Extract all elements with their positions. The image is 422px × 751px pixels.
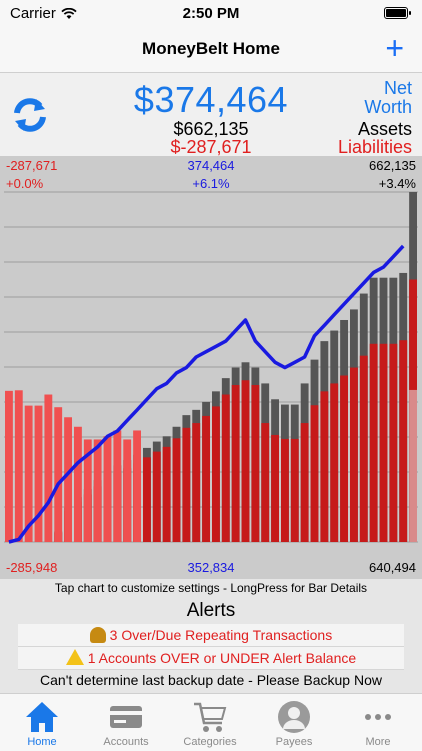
- liability-bar: [64, 417, 72, 542]
- asset-equity-bar: [350, 367, 358, 542]
- liability-bar: [5, 390, 13, 542]
- liability-bar: [123, 439, 132, 542]
- asset-equity-bar: [261, 423, 270, 542]
- page-title: MoneyBelt Home: [142, 39, 280, 58]
- tab-label: Home: [27, 736, 57, 748]
- liability-bar: [93, 439, 102, 542]
- chart-bottom-mid-value: 352,834: [187, 560, 235, 575]
- liability-bar: [14, 390, 23, 542]
- bell-icon: [89, 627, 106, 643]
- more-icon: [365, 714, 391, 720]
- liability-bar: [83, 439, 92, 542]
- liability-bar: [34, 405, 43, 542]
- chart-hint: Tap chart to customize settings - LongPr…: [54, 581, 368, 595]
- asset-equity-bar: [192, 423, 201, 542]
- liabilities-label: Liabilities: [337, 137, 412, 157]
- alerts-title: Alerts: [186, 600, 236, 621]
- carrier-indicator: Carrier: [10, 5, 77, 22]
- asset-equity-bar: [241, 380, 250, 542]
- asset-equity-bar: [182, 427, 191, 542]
- alert-text: 1 Accounts OVER or UNDER Alert Balance: [87, 650, 357, 666]
- asset-equity-bar: [172, 438, 181, 542]
- tab-label: Accounts: [103, 736, 149, 748]
- chart-top-right-pct: +3.4%: [378, 176, 416, 191]
- asset-equity-bar: [359, 355, 368, 542]
- asset-equity-bar: [143, 457, 151, 542]
- asset-equity-bar: [152, 451, 161, 542]
- tab-bar: Home Accounts Categories Payees: [0, 693, 422, 751]
- asset-equity-bar: [281, 438, 289, 542]
- cart-icon: [194, 702, 227, 732]
- card-icon: [110, 706, 142, 728]
- asset-equity-bar: [221, 394, 230, 542]
- assets-value: $662,135: [173, 119, 249, 139]
- person-icon: [278, 701, 310, 733]
- asset-equity-bar: [300, 423, 309, 542]
- liability-bar: [103, 436, 112, 542]
- asset-equity-bar: [212, 406, 220, 542]
- tab-home[interactable]: Home: [0, 694, 84, 751]
- status-time: 2:50 PM: [182, 5, 240, 22]
- liability-bar: [24, 405, 33, 542]
- wifi-icon: [61, 7, 77, 19]
- chart-bottom-left-value: -285,948: [6, 560, 58, 575]
- asset-equity-bar: [399, 340, 408, 542]
- navigation-bar: MoneyBelt Home +: [0, 28, 422, 73]
- alert-row-balance[interactable]: 1 Accounts OVER or UNDER Alert Balance: [18, 647, 404, 670]
- chart-svg[interactable]: [0, 156, 422, 579]
- asset-equity-bar: [271, 434, 279, 542]
- asset-equity-bar: [369, 343, 378, 542]
- asset-equity-bar: [340, 375, 348, 542]
- net-worth-value: $374,464: [133, 79, 289, 120]
- asset-equity-bar: [379, 343, 388, 542]
- asset-equity-bar: [290, 438, 299, 542]
- warning-icon: [65, 649, 84, 665]
- home-icon: [26, 702, 58, 732]
- battery-icon: [384, 7, 411, 19]
- liability-bar: [409, 389, 417, 542]
- tab-label: More: [365, 736, 391, 748]
- liability-bar: [113, 430, 122, 542]
- tab-label: Payees: [275, 736, 313, 748]
- asset-equity-bar: [251, 385, 260, 542]
- asset-equity-bar: [202, 415, 210, 542]
- net-worth-chart[interactable]: -287,671 +0.0% 374,464 +6.1% 662,135 +3.…: [0, 156, 422, 579]
- chart-top-left-pct: +0.0%: [6, 176, 44, 191]
- asset-equity-bar: [231, 385, 240, 542]
- chart-top-mid-pct: +6.1%: [192, 176, 230, 191]
- assets-label: Assets: [357, 119, 412, 139]
- alert-text: 3 Over/Due Repeating Transactions: [109, 627, 333, 643]
- chart-top-left-value: -287,671: [6, 158, 58, 173]
- asset-equity-bar: [330, 383, 339, 542]
- asset-equity-bar: [320, 391, 329, 542]
- asset-equity-bar: [310, 405, 319, 542]
- liability-bar: [133, 430, 141, 542]
- asset-equity-bar: [162, 446, 171, 542]
- net-worth-summary: $374,464 $662,135 $-287,671 Net Worth As…: [0, 73, 422, 157]
- asset-equity-bar: [389, 343, 398, 542]
- alert-row-overdue[interactable]: 3 Over/Due Repeating Transactions: [18, 624, 404, 647]
- net-worth-line: [8, 244, 405, 544]
- tab-label: Categories: [183, 736, 237, 748]
- net-worth-label-line2: Worth: [364, 97, 412, 117]
- tab-payees[interactable]: Payees: [252, 694, 336, 751]
- liability-bar: [54, 407, 63, 542]
- status-bar: Carrier 2:50 PM: [0, 0, 422, 28]
- backup-notice[interactable]: Can't determine last backup date - Pleas…: [40, 672, 382, 688]
- net-worth-label-line1: Net: [383, 78, 412, 98]
- tab-categories[interactable]: Categories: [168, 694, 252, 751]
- chart-top-mid-value: 374,464: [187, 158, 235, 173]
- add-button[interactable]: +: [385, 30, 404, 66]
- chart-bottom-right-value: 640,494: [369, 560, 416, 575]
- liability-bar: [44, 394, 53, 542]
- tab-more[interactable]: More: [336, 694, 420, 751]
- chart-top-right-value: 662,135: [369, 158, 416, 173]
- tab-accounts[interactable]: Accounts: [84, 694, 168, 751]
- net-worth-label: Net Worth: [364, 79, 412, 117]
- carrier-label: Carrier: [10, 5, 56, 22]
- liability-bar: [74, 426, 82, 542]
- sync-icon[interactable]: [12, 97, 48, 133]
- liabilities-value: $-287,671: [170, 137, 252, 157]
